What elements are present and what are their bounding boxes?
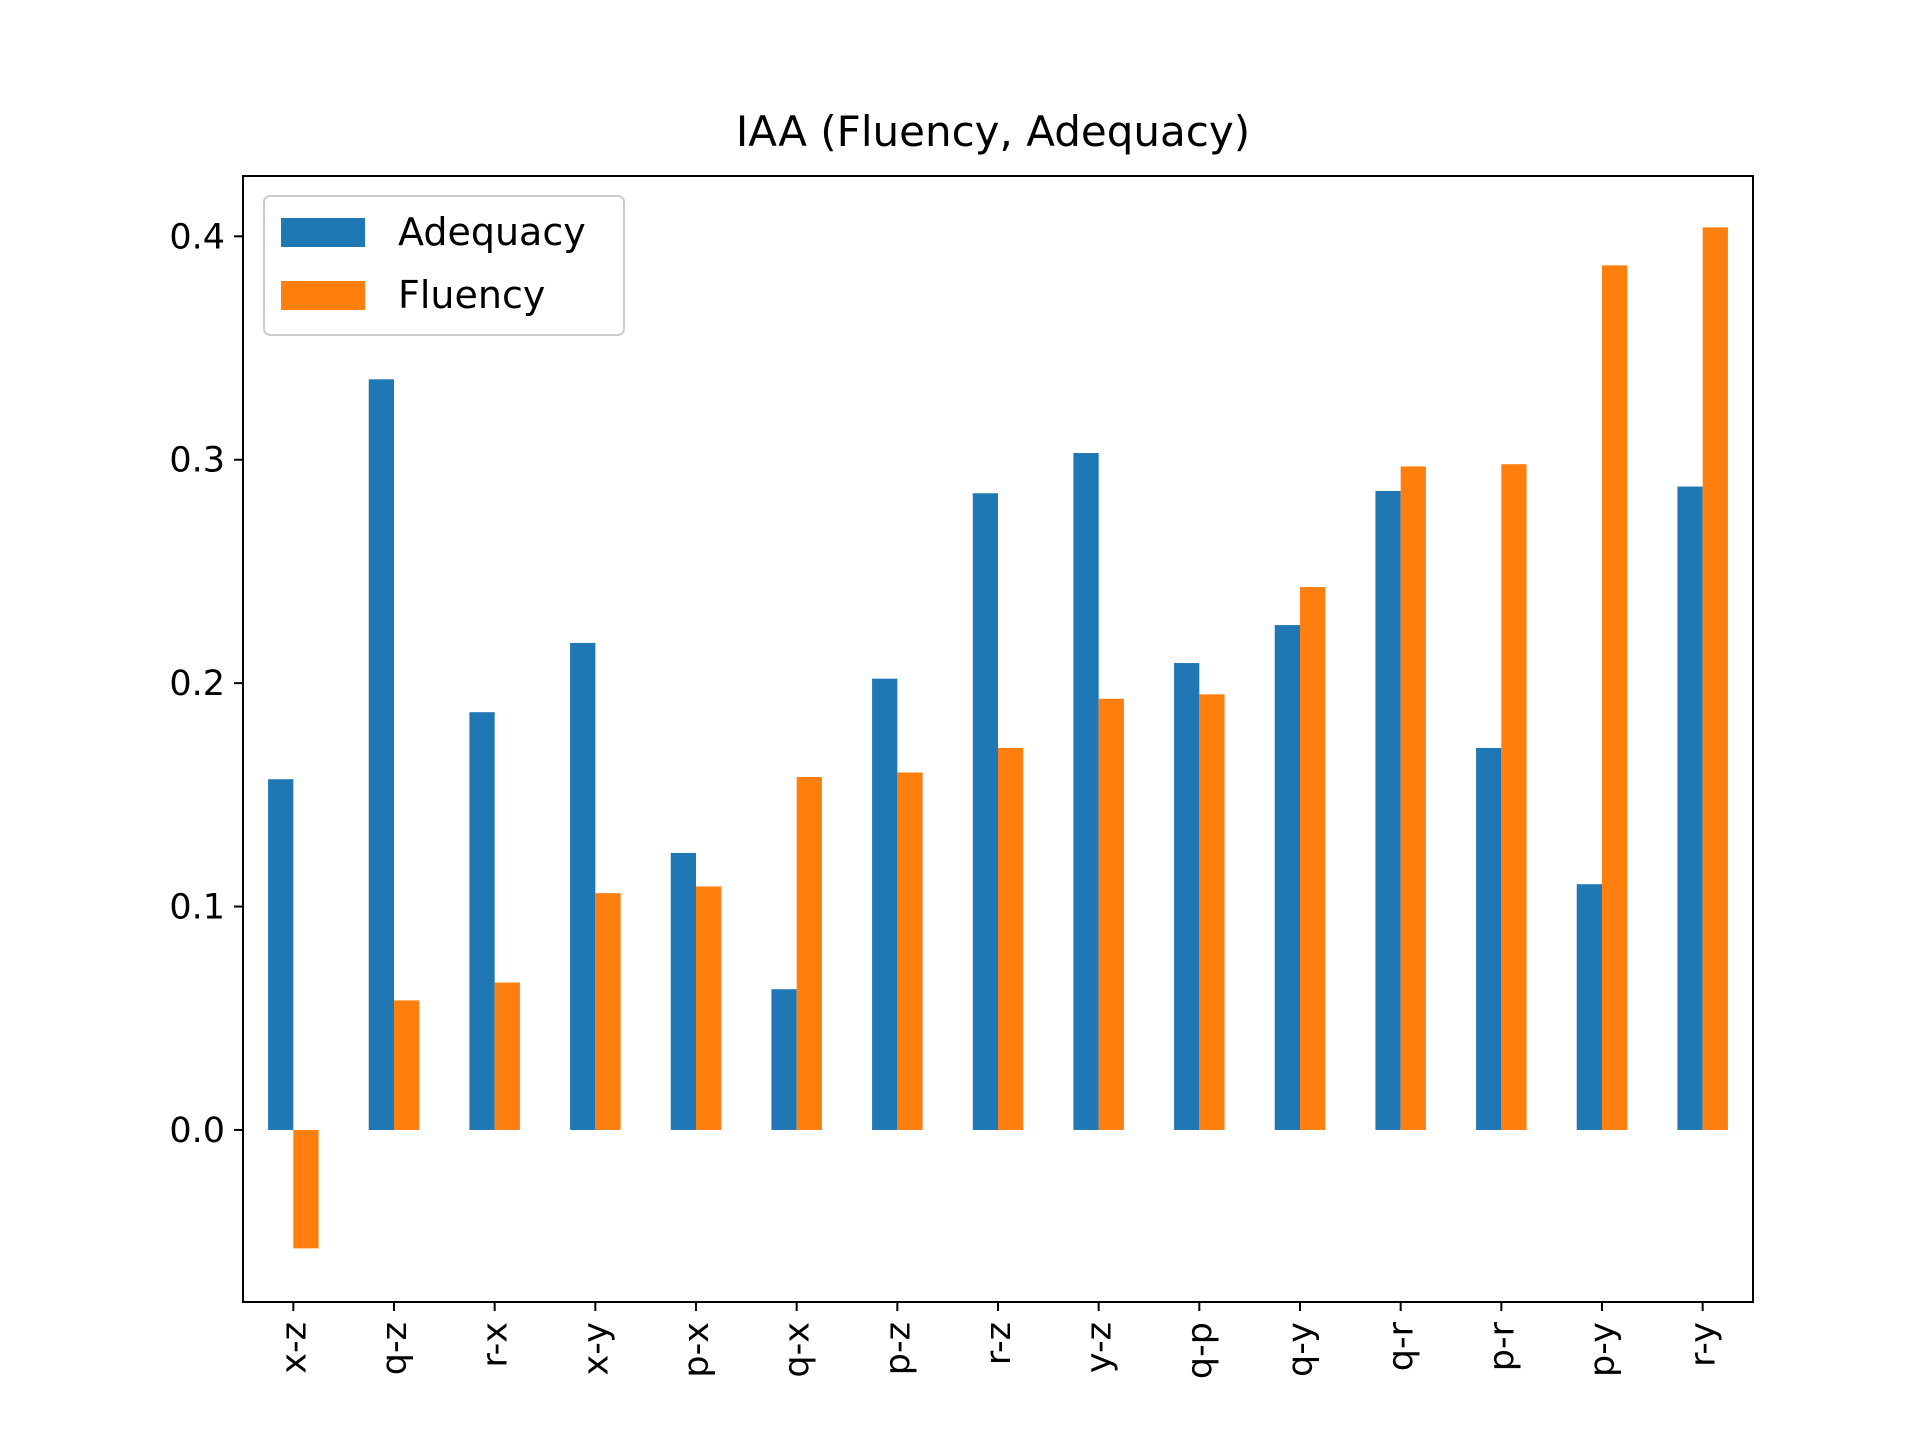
bar-adequacy-r-z xyxy=(972,493,998,1130)
bar-adequacy-p-r xyxy=(1476,747,1502,1130)
x-tick-label: q-x xyxy=(778,1322,818,1378)
bar-fluency-q-z xyxy=(394,1000,420,1130)
bar-adequacy-q-x xyxy=(771,989,797,1130)
bar-adequacy-q-p xyxy=(1174,663,1200,1130)
y-tick-label: 0.2 xyxy=(169,664,225,704)
x-tick-label: q-p xyxy=(1180,1322,1220,1379)
bar-fluency-q-p xyxy=(1199,694,1225,1130)
bar-fluency-p-z xyxy=(897,772,923,1130)
legend-swatch-fluency xyxy=(281,281,365,310)
bar-adequacy-p-z xyxy=(872,678,898,1130)
x-tick-label: p-x xyxy=(677,1322,717,1378)
bar-fluency-r-z xyxy=(998,747,1024,1130)
bar-fluency-r-y xyxy=(1702,227,1728,1130)
x-tick-label: q-y xyxy=(1281,1322,1321,1377)
bar-fluency-p-x xyxy=(696,886,722,1130)
y-tick-label: 0.1 xyxy=(169,888,225,928)
x-tick-label: q-r xyxy=(1382,1321,1422,1371)
x-axis: x-z q-z r-x x-y p-x q-x p-z r-z y-z q-p q-y q-r p-r p… xyxy=(274,1302,1724,1379)
y-tick-label: 0.0 xyxy=(169,1111,225,1151)
bar-fluency-r-x xyxy=(494,982,520,1130)
x-tick-label: x-y xyxy=(576,1322,616,1375)
plot-frame xyxy=(242,175,1754,1303)
bar-adequacy-r-x xyxy=(469,712,495,1130)
x-tick-label: q-z xyxy=(375,1322,415,1375)
bar-adequacy-p-y xyxy=(1576,884,1602,1130)
y-tick-label: 0.3 xyxy=(169,441,225,481)
bar-fluency-p-y xyxy=(1602,265,1628,1130)
legend-label-adequacy: Adequacy xyxy=(398,210,586,254)
legend-swatch-adequacy xyxy=(281,218,365,247)
bar-adequacy-r-y xyxy=(1677,486,1703,1130)
legend-label-fluency: Fluency xyxy=(398,273,545,317)
bar-fluency-y-z xyxy=(1098,698,1124,1130)
bar-fluency-x-y xyxy=(595,893,621,1130)
x-tick-label: p-z xyxy=(878,1322,918,1375)
x-tick-label: r-z xyxy=(979,1322,1019,1365)
bar-fluency-q-y xyxy=(1300,587,1326,1130)
bar-adequacy-x-z xyxy=(268,779,294,1130)
bar-fluency-q-r xyxy=(1400,466,1426,1130)
bar-fluency-x-z xyxy=(293,1129,319,1249)
y-tick-label: 0.4 xyxy=(169,217,225,257)
bar-adequacy-q-z xyxy=(368,379,394,1130)
y-axis: 0.0 0.1 0.2 0.3 0.4 xyxy=(169,217,243,1151)
x-tick-label: x-z xyxy=(274,1322,314,1374)
bar-fluency-p-r xyxy=(1501,464,1527,1130)
bar-adequacy-y-z xyxy=(1073,453,1099,1130)
legend: Adequacy Fluency xyxy=(263,195,625,336)
bar-adequacy-q-y xyxy=(1274,625,1300,1130)
bars-group xyxy=(268,227,1728,1249)
x-tick-label: r-x xyxy=(476,1322,516,1368)
bar-fluency-q-x xyxy=(796,776,822,1130)
bar-adequacy-x-y xyxy=(570,642,596,1130)
bar-adequacy-p-x xyxy=(670,852,696,1130)
x-tick-label: p-y xyxy=(1583,1322,1623,1377)
x-tick-label: y-z xyxy=(1080,1322,1120,1373)
x-tick-label: p-r xyxy=(1482,1321,1522,1371)
x-tick-label: r-y xyxy=(1684,1322,1724,1367)
chart-title: IAA (Fluency, Adequacy) xyxy=(736,107,1250,156)
bar-adequacy-q-r xyxy=(1375,491,1401,1130)
